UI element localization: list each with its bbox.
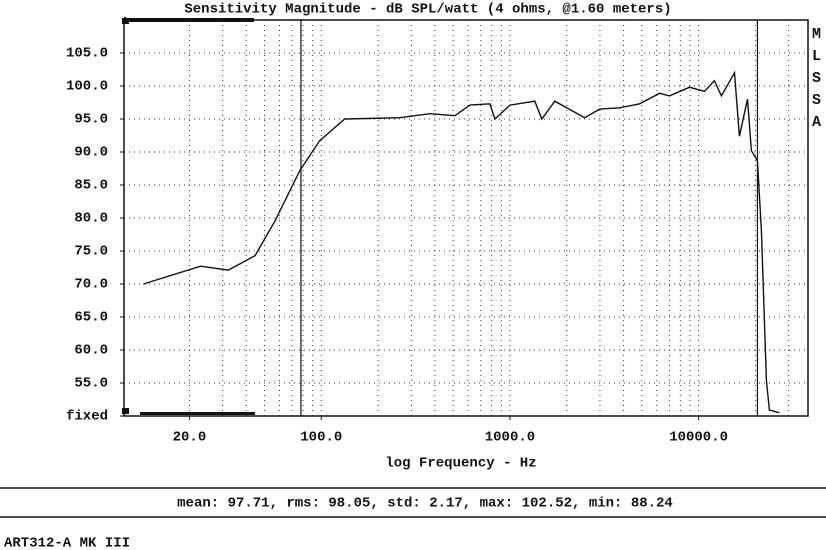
frame-corner — [122, 408, 129, 414]
y-tick-label: 65.0 — [74, 310, 108, 326]
y-tick-label: 70.0 — [74, 277, 108, 293]
x-tick-label: 10000.0 — [669, 430, 728, 446]
footer: ART312-A MK III — [4, 536, 130, 550]
title-bg — [126, 0, 730, 18]
y-tick-label: 80.0 — [74, 211, 108, 227]
chart-title: Sensitivity Magnitude - dB SPL/watt (4 o… — [184, 2, 671, 18]
x-tick-label: 100.0 — [300, 430, 342, 446]
x-axis-label: log Frequency - Hz — [385, 456, 536, 472]
frame-corner — [122, 18, 129, 24]
y-tick-label: fixed — [66, 409, 108, 425]
side-label: MLSSA — [812, 26, 822, 131]
x-tick-label: 20.0 — [173, 430, 207, 446]
y-tick-label: 85.0 — [74, 178, 108, 194]
y-tick-label: 105.0 — [66, 46, 108, 62]
plot-frame — [123, 19, 809, 417]
y-tick-label: 60.0 — [74, 343, 108, 359]
y-tick-label: 95.0 — [74, 112, 108, 128]
x-tick-label: 1000.0 — [485, 430, 535, 446]
frame-bar — [124, 17, 254, 22]
y-tick-label: 55.0 — [74, 376, 108, 392]
data-line — [143, 70, 780, 414]
y-tick-label: 75.0 — [74, 244, 108, 260]
stats: mean: 97.71, rms: 98.05, std: 2.17, max:… — [177, 496, 673, 512]
frame-bar — [140, 412, 255, 415]
y-tick-label: 90.0 — [74, 145, 108, 161]
y-tick-label: 100.0 — [66, 79, 108, 95]
